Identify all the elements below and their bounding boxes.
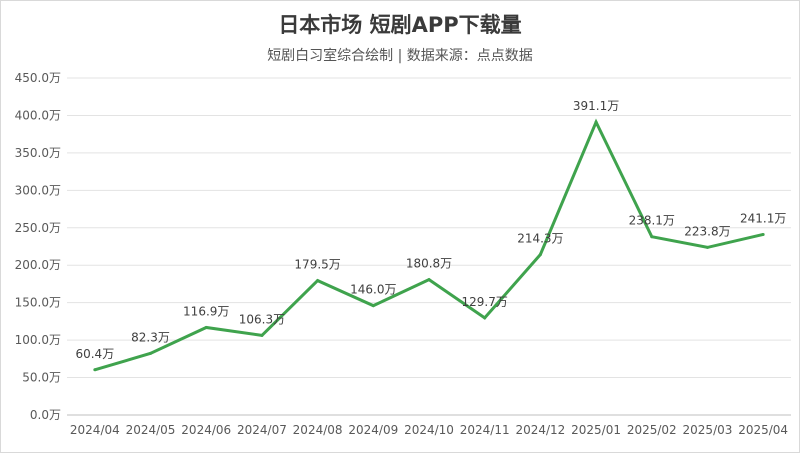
data-point: [149, 351, 153, 355]
chart-title: 日本市场 短剧APP下载量: [278, 13, 522, 37]
data-label: 223.8万: [684, 224, 730, 238]
y-tick-label: 400.0万: [15, 108, 61, 122]
data-point: [260, 333, 264, 337]
data-label: 129.7万: [462, 295, 508, 309]
data-point: [204, 325, 208, 329]
y-tick-label: 150.0万: [15, 296, 61, 310]
y-tick-label: 100.0万: [15, 333, 61, 347]
data-point: [761, 232, 765, 236]
chart-subtitle: 短剧白习室综合绘制 | 数据来源：点点数据: [267, 48, 533, 64]
x-tick-label: 2024/11: [460, 423, 510, 437]
data-label: 238.1万: [629, 214, 675, 228]
data-label: 391.1万: [573, 99, 619, 113]
y-tick-label: 200.0万: [15, 258, 61, 272]
series-line: [94, 118, 764, 372]
x-tick-label: 2024/06: [181, 423, 231, 437]
y-tick-label: 300.0万: [15, 183, 61, 197]
data-label: 214.3万: [517, 232, 563, 246]
data-label: 60.4万: [75, 347, 114, 361]
data-label: 180.8万: [406, 257, 452, 271]
data-label: 179.5万: [294, 258, 340, 272]
x-tick-label: 2025/02: [627, 423, 677, 437]
x-tick-label: 2025/03: [683, 423, 733, 437]
y-tick-label: 350.0万: [15, 146, 61, 160]
data-label: 146.0万: [350, 283, 396, 297]
data-point: [483, 316, 487, 320]
data-label: 241.1万: [740, 211, 786, 225]
x-tick-label: 2024/08: [293, 423, 343, 437]
x-tick-label: 2024/10: [404, 423, 454, 437]
data-point: [538, 253, 542, 257]
data-point: [316, 279, 320, 283]
data-label: 82.3万: [131, 330, 170, 344]
data-point: [705, 245, 709, 249]
x-tick-label: 2025/01: [571, 423, 621, 437]
y-tick-label: 250.0万: [15, 221, 61, 235]
y-tick-label: 450.0万: [15, 71, 61, 85]
data-point: [371, 304, 375, 308]
x-tick-label: 2025/04: [738, 423, 788, 437]
x-tick-label: 2024/04: [70, 423, 120, 437]
x-tick-label: 2024/09: [348, 423, 398, 437]
x-tick-label: 2024/07: [237, 423, 287, 437]
y-tick-label: 50.0万: [22, 371, 61, 385]
data-point: [427, 278, 431, 282]
data-label: 116.9万: [183, 304, 229, 318]
x-tick-label: 2024/12: [515, 423, 565, 437]
data-label: 106.3万: [239, 312, 285, 326]
data-point: [93, 368, 97, 372]
y-tick-label: 0.0万: [30, 408, 61, 422]
x-tick-label: 2024/05: [126, 423, 176, 437]
data-point: [650, 235, 654, 239]
data-point: [594, 120, 598, 124]
